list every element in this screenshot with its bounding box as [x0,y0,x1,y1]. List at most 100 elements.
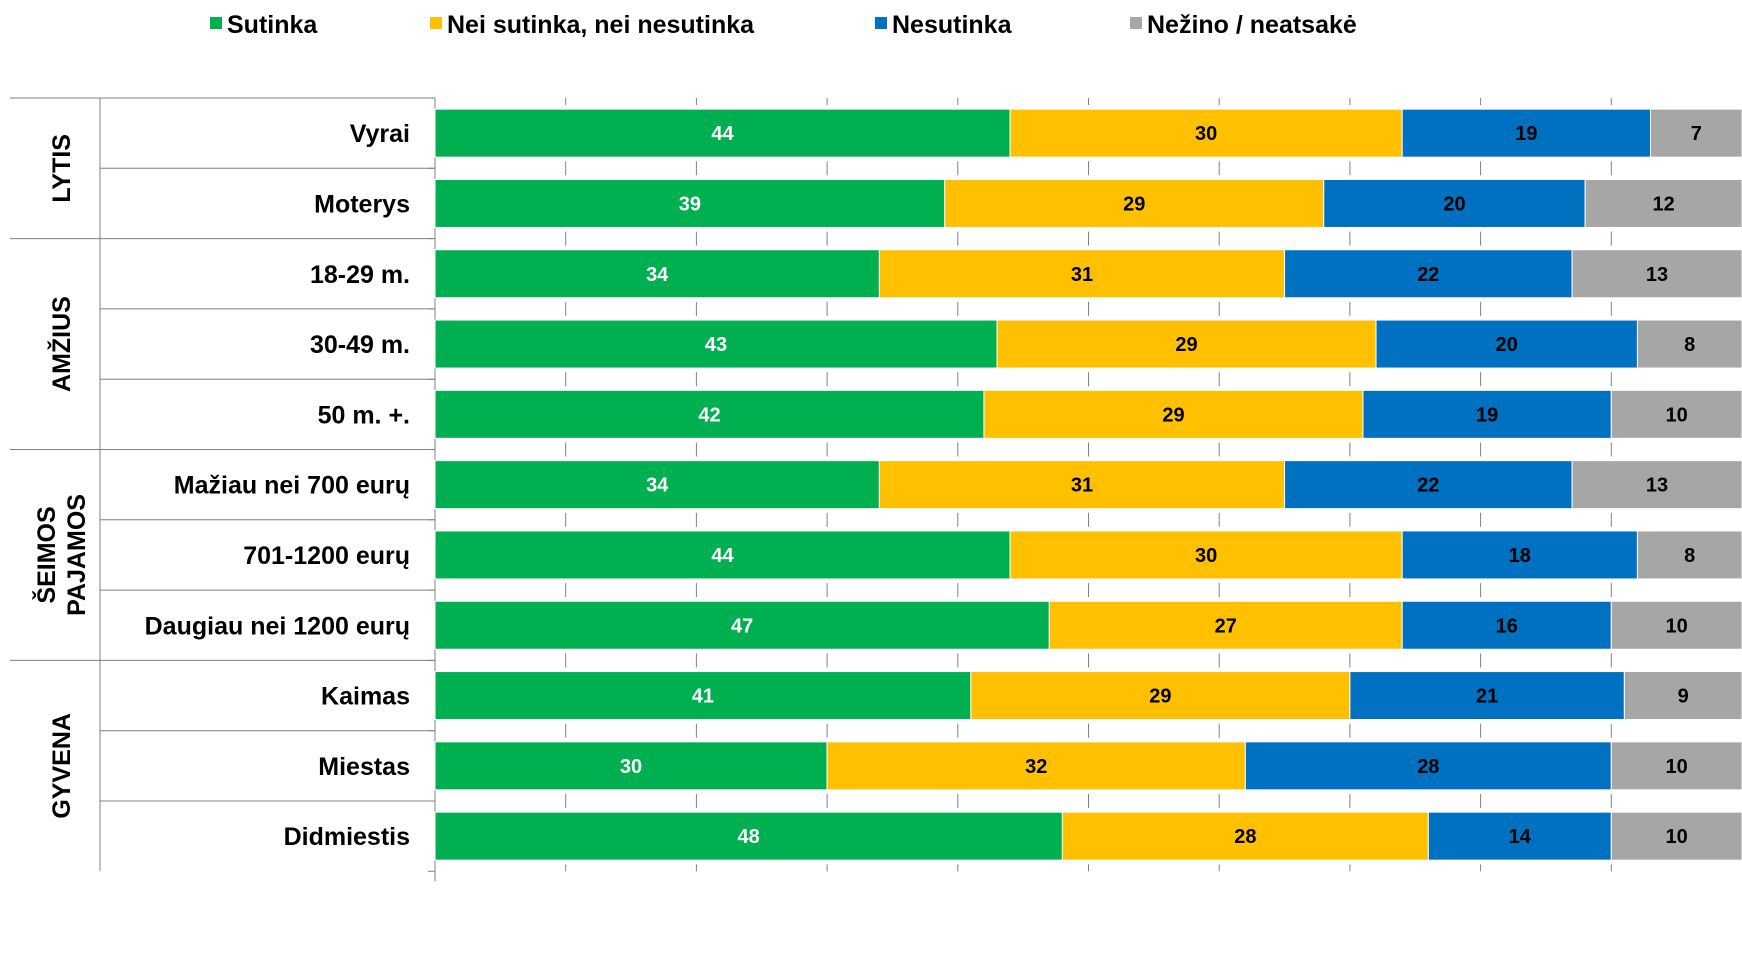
data-label: 32 [1025,756,1047,778]
legend-label: Nei sutinka, nei nesutinka [447,11,755,39]
legend-swatch [875,17,887,29]
group-label: LYTIS [48,134,76,203]
category-label: Vyrai [350,120,410,148]
legend-label: Sutinka [227,11,318,39]
group-label: AMŽIUS [46,296,76,392]
legend-item: Nežino / neatsakė [1130,11,1357,39]
data-label: 13 [1646,475,1668,497]
group-label: GYVENA [48,713,76,819]
data-label: 47 [731,615,753,637]
data-label: 34 [646,264,669,286]
data-label: 39 [679,193,701,215]
legend-swatch [210,17,222,29]
bar-segment [1401,530,1638,580]
bar-segment [1349,671,1625,721]
data-label: 22 [1417,475,1439,497]
bar-segment [1571,460,1742,510]
bar-segment [1650,108,1742,158]
data-label: 30 [1195,545,1217,567]
bar-segment [1284,460,1573,510]
bar-segment [1610,389,1742,439]
bar-segment [1048,600,1403,650]
bar-segment [1362,389,1612,439]
data-label: 29 [1162,404,1184,426]
category-label: 701-1200 eurų [243,542,410,570]
category-label: Miestas [318,753,410,781]
bar-segment [1009,108,1403,158]
legend-label: Nežino / neatsakė [1147,11,1357,39]
data-label: 10 [1666,826,1688,848]
data-label: 44 [711,123,734,145]
bar-segment [434,108,1011,158]
data-label: 48 [738,826,760,848]
category-label: 30-49 m. [310,331,410,359]
data-label: 44 [711,545,734,567]
data-label: 7 [1691,123,1702,145]
bar-segment [1323,178,1586,228]
bar-segment [434,600,1050,650]
bar-segment [970,671,1351,721]
group-label: PAJAMOS [63,494,91,616]
category-labels: Vyrai Moterys 18-29 m. 30-49 m. 50 m. +. Maži… [145,120,410,851]
category-label: Didmiestis [284,823,410,851]
bar-segment [1284,249,1573,299]
bar-segment [1401,108,1652,158]
bar-segment [1623,671,1742,721]
legend-item: Nei sutinka, nei nesutinka [430,11,755,39]
bar-segment [434,319,998,369]
bar-segment [1610,811,1742,861]
bar-segment [878,460,1286,510]
data-label: 10 [1666,615,1688,637]
bar-segment [434,671,972,721]
category-label: 18-29 m. [310,261,410,289]
legend-swatch [430,17,442,29]
data-label: 31 [1071,475,1093,497]
data-label: 19 [1515,123,1537,145]
data-label: 8 [1684,334,1695,356]
data-label: 29 [1149,686,1171,708]
bars: 44 30 19 7 39 29 20 12 34 31 22 13 43 29 20 8 42 29 19 10 34… [434,108,1742,861]
category-label: Kaimas [321,683,410,711]
data-label: 21 [1476,686,1498,708]
bar-segment [1244,741,1612,791]
data-label: 30 [620,756,642,778]
data-label: 19 [1476,404,1498,426]
data-label: 29 [1175,334,1197,356]
data-label: 13 [1646,264,1668,286]
data-label: 30 [1195,123,1217,145]
data-label: 9 [1678,686,1689,708]
legend-label: Nesutinka [892,11,1013,39]
data-label: 12 [1652,193,1674,215]
group-label: ŠEIMOS [31,506,61,603]
bar-segment [1427,811,1612,861]
bar-segment [826,741,1246,791]
bar-segment [434,741,828,791]
bar-segment [1009,530,1403,580]
legend-item: Sutinka [210,11,318,39]
bar-segment [1610,741,1742,791]
bar-segment [1061,811,1429,861]
data-label: 20 [1496,334,1518,356]
chart-frame [10,97,1612,882]
data-label: 10 [1666,756,1688,778]
category-label: Mažiau nei 700 eurų [174,472,410,500]
category-label: Moterys [314,190,410,218]
bar-segment [1636,319,1742,369]
bar-segment [878,249,1286,299]
bar-segment [996,319,1377,369]
bar-segment [1584,178,1742,228]
data-label: 28 [1417,756,1439,778]
data-label: 10 [1666,404,1688,426]
bar-segment [434,811,1063,861]
bar-segment [434,178,946,228]
data-label: 43 [705,334,727,356]
data-label: 41 [692,686,714,708]
bar-segment [1375,319,1638,369]
data-label: 8 [1684,545,1695,567]
legend-swatch [1130,17,1142,29]
legend: Sutinka Nei sutinka, nei nesutinka Nesutin… [210,11,1357,39]
data-label: 20 [1443,193,1465,215]
legend-item: Nesutinka [875,11,1013,39]
data-label: 34 [646,475,669,497]
data-label: 29 [1123,193,1145,215]
